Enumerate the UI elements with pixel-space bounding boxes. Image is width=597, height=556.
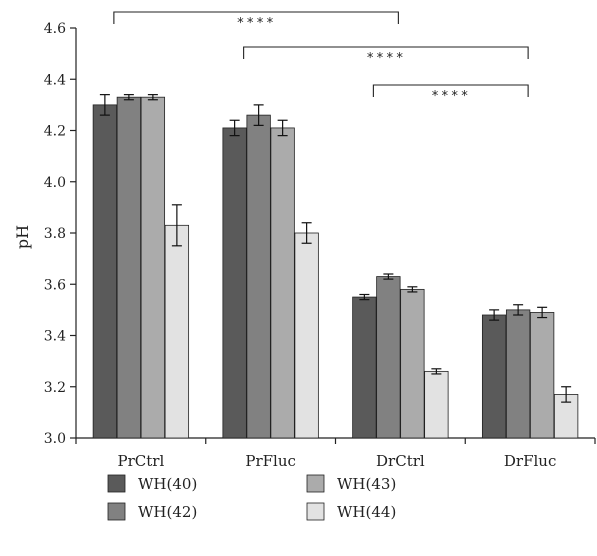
bar-WH(42)-DrFluc (505, 309, 531, 439)
legend-swatch (306, 474, 325, 493)
significance-brackets: **** **** **** (113, 11, 529, 104)
y-axis-title: pH (13, 225, 32, 249)
bar-WH(42)-DrCtrl (376, 276, 401, 439)
legend: WH(40) WH(42) WH(43) WH(44) (107, 474, 396, 521)
y-tick-label: 3.2 (44, 380, 66, 396)
y-tick-label: 4.4 (44, 72, 66, 88)
x-category-label: PrFluc (245, 452, 296, 470)
bar-WH(42)-PrCtrl (116, 96, 142, 439)
legend-label: WH(44) (337, 503, 396, 521)
legend-swatch (107, 502, 126, 521)
significance-bracket (372, 84, 529, 97)
x-ticks: PrCtrl PrFluc DrCtrl DrFluc (75, 438, 596, 470)
bars (92, 94, 579, 439)
bar-WH(43)-DrFluc (529, 312, 555, 439)
bar-WH(44)-PrFluc (294, 232, 319, 439)
bar-WH(42)-PrFluc (246, 114, 271, 439)
y-tick-label: 4.6 (44, 21, 66, 37)
y-tick-label: 4.2 (44, 124, 66, 140)
y-tick-label: 3.8 (44, 226, 66, 242)
y-ticks: 3.0 3.2 3.4 3.6 3.8 4.0 4.2 4.4 4.6 (44, 21, 76, 447)
significance-bracket (113, 11, 399, 24)
x-category-label: DrFluc (504, 452, 556, 470)
y-tick-label: 4.0 (44, 175, 66, 191)
legend-label: WH(42) (138, 503, 197, 521)
bar-WH(44)-DrCtrl (424, 370, 449, 439)
x-category-label: DrCtrl (376, 452, 425, 470)
bar-WH(40)-DrFluc (481, 314, 507, 439)
significance-label: **** (366, 51, 405, 66)
bar-WH(43)-PrCtrl (140, 96, 166, 439)
legend-swatch (306, 502, 325, 521)
legend-label: WH(43) (337, 475, 396, 493)
bar-WH(40)-PrFluc (222, 127, 247, 439)
bar-WH(40)-PrCtrl (92, 104, 118, 439)
bar-WH(43)-DrCtrl (400, 288, 425, 439)
y-tick-label: 3.4 (44, 329, 66, 345)
significance-label: **** (236, 16, 275, 31)
bar-WH(43)-PrFluc (270, 127, 295, 439)
bar-WH(44)-PrCtrl (164, 224, 190, 439)
x-category-label: PrCtrl (118, 452, 165, 470)
y-tick-label: 3.0 (44, 431, 66, 447)
legend-label: WH(40) (138, 475, 197, 493)
legend-swatch (107, 474, 126, 493)
significance-label: **** (431, 89, 470, 104)
significance-bracket (243, 46, 529, 59)
bar-WH(40)-DrCtrl (352, 296, 377, 439)
y-tick-label: 3.6 (44, 277, 66, 293)
